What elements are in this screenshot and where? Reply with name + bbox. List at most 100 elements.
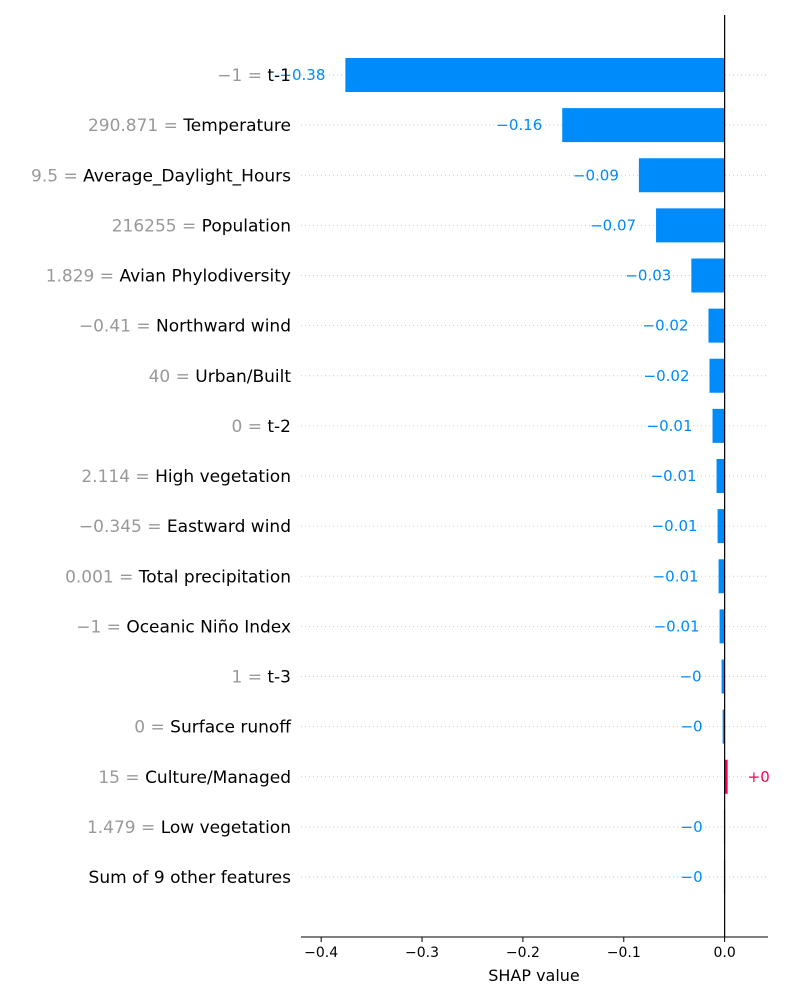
feature-label: −0.345 = Eastward wind [79, 517, 291, 537]
feature-equals-sign: = [114, 567, 139, 587]
feature-name: Northward wind [156, 317, 291, 337]
bar-value-label: −0 [681, 868, 703, 886]
feature-name: Oceanic Niño Index [126, 617, 291, 637]
feature-name: Avian Phylodiversity [119, 267, 291, 287]
bar-value-label: −0 [679, 668, 701, 686]
bar-value-label: −0.38 [279, 66, 325, 84]
bar-value-label: −0.01 [651, 467, 697, 485]
feature-equals-sign: = [142, 517, 167, 537]
bar-value-label: −0.01 [654, 617, 700, 635]
feature-label: 9.5 = Average_Daylight_Hours [31, 166, 291, 186]
shap-bar [724, 759, 728, 794]
feature-value: 216255 [112, 216, 177, 236]
feature-value: 9.5 [31, 166, 58, 186]
shap-bar [638, 158, 725, 193]
shap-bar [718, 559, 725, 594]
feature-equals-sign: = [158, 116, 183, 136]
shap-bar [345, 58, 725, 92]
feature-value: 1.479 [87, 818, 136, 838]
feature-labels: −1 = t-1 290.871 = Temperature 9.5 = Avera… [31, 66, 292, 888]
bar-value-label: −0.07 [590, 216, 636, 234]
feature-equals-sign: = [145, 718, 170, 738]
shap-bar [562, 108, 725, 143]
feature-label: 0 = Surface runoff [134, 718, 292, 738]
feature-name: Temperature [182, 116, 291, 136]
feature-name: t-2 [267, 417, 291, 437]
feature-value: −1 [76, 617, 101, 637]
feature-label: 1 = t-3 [231, 668, 291, 688]
bar-value-label: −0.03 [625, 267, 671, 285]
feature-equals-sign: = [177, 216, 202, 236]
bar-labels: −0.38 −0.16 −0.09 −0.07 −0.03 −0.02 −0.02 −0.01… [279, 66, 769, 886]
shap-bar [722, 709, 725, 744]
feature-name: Total precipitation [138, 567, 291, 587]
feature-value: 40 [149, 367, 171, 387]
feature-label: 2.114 = High vegetation [81, 467, 291, 487]
feature-label: Sum of 9 other features [89, 868, 292, 888]
x-tick-label: −0.2 [506, 945, 540, 961]
feature-name: t-1 [267, 66, 291, 86]
feature-name: Average_Daylight_Hours [83, 166, 291, 186]
feature-name: t-3 [267, 668, 291, 688]
bar-value-label: −0.01 [653, 567, 699, 585]
feature-name: Sum of 9 other features [89, 868, 292, 888]
feature-value: 0.001 [65, 567, 114, 587]
bar-value-label: −0.01 [647, 417, 693, 435]
x-axis: −0.4 −0.3 −0.2 −0.1 0.0 [301, 936, 768, 961]
feature-value: −1 [217, 66, 242, 86]
x-tick-label: −0.3 [405, 945, 439, 961]
feature-equals-sign: = [101, 617, 126, 637]
feature-name: Population [202, 216, 291, 236]
x-tick-label: −0.4 [304, 945, 338, 961]
row-gridlines [301, 74, 768, 878]
bar-value-label: −0.16 [496, 116, 542, 134]
shap-bar [708, 308, 725, 343]
shap-bar [721, 659, 725, 694]
feature-value: −0.41 [79, 317, 131, 337]
feature-value: 290.871 [88, 116, 158, 136]
feature-value: 0 [231, 417, 242, 437]
feature-equals-sign: = [242, 668, 267, 688]
feature-label: 1.829 = Avian Phylodiversity [46, 267, 291, 287]
shap-bar [712, 408, 725, 443]
shap-bar [719, 609, 725, 644]
shap-bar [656, 208, 725, 243]
feature-label: 0 = t-2 [231, 417, 291, 437]
feature-label: 15 = Culture/Managed [98, 768, 291, 788]
feature-name: High vegetation [155, 467, 291, 487]
feature-equals-sign: = [58, 166, 83, 186]
feature-equals-sign: = [131, 317, 156, 337]
shap-bar [709, 358, 725, 393]
feature-label: −1 = Oceanic Niño Index [76, 617, 291, 637]
feature-name: Surface runoff [170, 718, 292, 738]
feature-value: 15 [98, 768, 120, 788]
feature-equals-sign: = [242, 417, 267, 437]
feature-equals-sign: = [130, 467, 155, 487]
feature-equals-sign: = [120, 768, 145, 788]
feature-label: 216255 = Population [112, 216, 291, 236]
feature-value: 1 [231, 668, 242, 688]
feature-name: Culture/Managed [145, 768, 291, 788]
feature-value: 2.114 [81, 467, 130, 487]
feature-equals-sign: = [136, 818, 161, 838]
x-axis-label: SHAP value [488, 966, 580, 985]
feature-label: 290.871 = Temperature [88, 116, 291, 136]
feature-label: 1.479 = Low vegetation [87, 818, 291, 838]
x-tick-label: 0.0 [713, 945, 735, 961]
feature-label: 40 = Urban/Built [149, 367, 292, 387]
bar-value-label: −0.02 [644, 367, 690, 385]
feature-equals-sign: = [170, 367, 195, 387]
bar-value-label: −0.09 [573, 166, 619, 184]
feature-name: Urban/Built [195, 367, 291, 387]
shap-bar [716, 459, 725, 493]
feature-label: −0.41 = Northward wind [79, 317, 291, 337]
feature-value: −0.345 [79, 517, 142, 537]
feature-label: 0.001 = Total precipitation [65, 567, 291, 587]
feature-equals-sign: = [94, 267, 119, 287]
bar-value-label: +0 [748, 768, 770, 786]
bar-value-label: −0.02 [643, 317, 689, 335]
bar-value-label: −0 [681, 818, 703, 836]
shap-bar [691, 258, 725, 293]
feature-label: −1 = t-1 [217, 66, 291, 86]
